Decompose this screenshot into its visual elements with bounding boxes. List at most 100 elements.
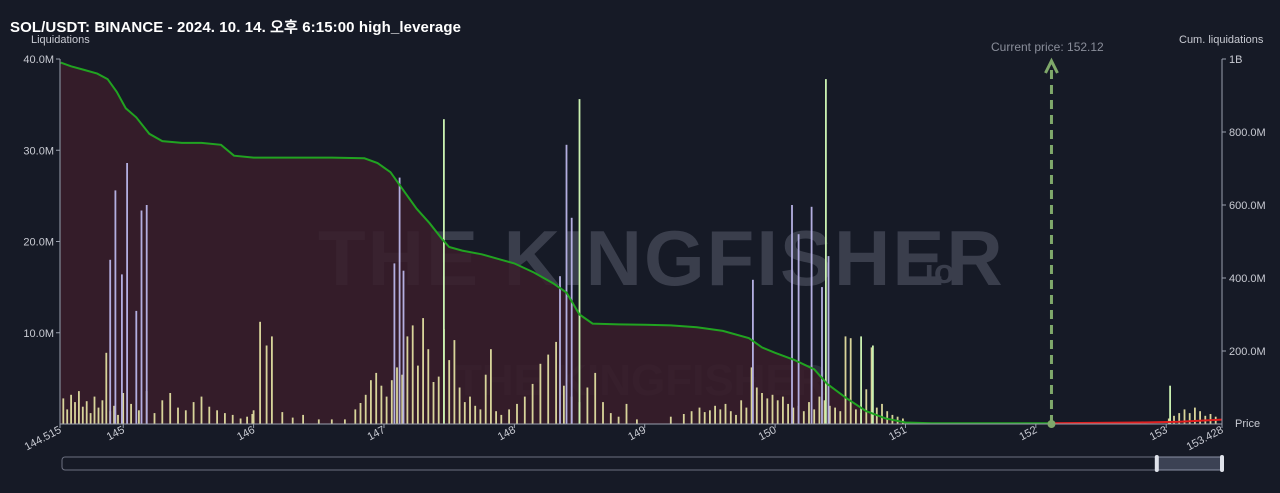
range-slider-handle-right[interactable] bbox=[1220, 455, 1224, 472]
liquidation-bar-purple bbox=[393, 263, 396, 424]
liquidation-bar-long bbox=[787, 403, 789, 424]
liquidation-bar-long bbox=[437, 376, 440, 424]
y-right-tick-label: 600.0M bbox=[1229, 200, 1266, 212]
range-slider-track[interactable] bbox=[61, 456, 1224, 471]
liquidation-bar-long bbox=[427, 349, 430, 424]
liquidation-bar-long bbox=[828, 405, 831, 425]
liquidation-bar-long bbox=[224, 413, 226, 424]
liquidation-bar-long bbox=[246, 416, 248, 424]
liquidation-bar-long bbox=[771, 394, 774, 424]
liquidation-bar-long bbox=[422, 318, 424, 424]
current-price-label: Current price: 152.12 bbox=[991, 40, 1104, 54]
liquidation-bar-long bbox=[594, 372, 597, 424]
liquidation-bar-long bbox=[818, 396, 821, 424]
liquidation-bar-purple bbox=[810, 206, 813, 424]
liquidation-bar-long bbox=[531, 383, 534, 424]
liquidation-bar-long bbox=[396, 367, 398, 424]
liquidation-bar-green bbox=[1169, 385, 1171, 424]
liquidation-bar-long bbox=[469, 396, 471, 424]
liquidation-bar-long bbox=[1188, 413, 1191, 424]
liquidation-bar-purple bbox=[791, 205, 793, 424]
liquidation-bar-long bbox=[669, 416, 672, 424]
liquidation-bar-long bbox=[808, 402, 810, 424]
liquidation-bar-long bbox=[490, 349, 492, 424]
liquidation-bar-long bbox=[153, 413, 156, 424]
liquidation-bar-long bbox=[359, 403, 362, 424]
liquidation-bar-long bbox=[516, 403, 518, 424]
liquidation-bar-long bbox=[239, 418, 242, 424]
x-tick-label: 144.515 bbox=[23, 424, 64, 453]
liquidation-bar-long bbox=[70, 394, 72, 424]
liquidation-bar-long bbox=[458, 387, 461, 424]
liquidation-bar-long bbox=[724, 403, 727, 424]
liquidation-bar-long bbox=[870, 347, 873, 424]
liquidation-bar-purple bbox=[565, 144, 568, 425]
range-slider-handle-left[interactable] bbox=[1154, 455, 1159, 472]
liquidation-bar-long bbox=[881, 403, 883, 424]
cumulative-area bbox=[60, 62, 1052, 424]
y-right-tick-label: 800.0M bbox=[1229, 127, 1266, 139]
liquidation-bar-long bbox=[625, 403, 628, 424]
y-right-axis-label: Cum. liquidations bbox=[1179, 34, 1264, 46]
liquidation-bar-long bbox=[448, 360, 451, 424]
liquidation-bar-long bbox=[755, 387, 758, 424]
liquidation-bar-long bbox=[617, 416, 620, 424]
range-slider-window[interactable] bbox=[1156, 456, 1224, 471]
liquidation-bar-long bbox=[281, 412, 284, 424]
x-axis-label: Price bbox=[1235, 418, 1260, 430]
liquidation-bar-long bbox=[122, 393, 125, 424]
liquidation-bar-purple bbox=[570, 217, 573, 424]
liquidation-bar-long bbox=[761, 393, 763, 424]
liquidation-bar-long bbox=[259, 321, 261, 424]
liquidation-bar-purple bbox=[797, 234, 800, 424]
liquidation-bar-long bbox=[101, 400, 104, 424]
liquidation-bar-long bbox=[586, 387, 589, 424]
liquidation-bar-long bbox=[251, 414, 254, 424]
plot-area: 10.0M 20.0M 30.0M 40.0M 200.0M 400.0M 600.0M 80… bbox=[23, 54, 1266, 453]
liquidation-bar-long bbox=[735, 414, 737, 424]
liquidation-bar-long bbox=[291, 417, 294, 424]
chart-title: SOL/USDT: BINANCE - 2024. 10. 14. 오후 6:1… bbox=[10, 19, 462, 36]
liquidation-bar-long bbox=[813, 409, 816, 424]
current-price-dot bbox=[1047, 420, 1056, 428]
liquidation-bar-long bbox=[317, 419, 320, 424]
liquidation-bar-long bbox=[792, 407, 795, 424]
liquidation-bar-long bbox=[1178, 413, 1181, 424]
liquidation-bar-long bbox=[200, 396, 203, 424]
liquidation-bar-long bbox=[886, 411, 889, 424]
liquidation-bar-long bbox=[105, 352, 108, 424]
liquidation-bar-long bbox=[89, 413, 92, 424]
liquidation-bar-long bbox=[375, 372, 378, 424]
y-left-axis-label: Liquidations bbox=[31, 34, 90, 46]
liquidation-bar-long bbox=[865, 389, 868, 424]
liquidation-bar-long bbox=[85, 401, 88, 424]
y-right-tick-label: 400.0M bbox=[1229, 273, 1266, 285]
liquidation-bar-long bbox=[709, 410, 711, 424]
liquidation-bar-long bbox=[93, 396, 96, 424]
liquidation-bar-long bbox=[636, 419, 638, 424]
liquidation-bar-long bbox=[719, 409, 722, 424]
liquidation-bar-long bbox=[208, 406, 211, 424]
liquidation-bar-long bbox=[698, 407, 701, 424]
liquidation-bar-long bbox=[547, 354, 550, 424]
liquidation-bar-green bbox=[825, 79, 827, 424]
liquidation-bar-long bbox=[74, 402, 76, 424]
range-slider[interactable] bbox=[61, 455, 1224, 472]
y-left-tick-label: 40.0M bbox=[23, 54, 54, 66]
liquidation-bar-long bbox=[138, 410, 140, 424]
y-right-tick-label: 200.0M bbox=[1229, 346, 1266, 358]
liquidation-bar-long bbox=[500, 414, 503, 424]
x-tick-label: 153.428 bbox=[1185, 424, 1226, 453]
liquidation-bar-long bbox=[563, 385, 565, 424]
liquidation-bar-green bbox=[860, 336, 862, 424]
liquidation-bar-long bbox=[750, 367, 753, 424]
current-price-arrow-icon bbox=[1044, 57, 1059, 74]
liquidation-bar-purple bbox=[135, 310, 138, 424]
liquidation-bar-long bbox=[390, 380, 393, 424]
liquidation-bar-long bbox=[117, 414, 119, 424]
liquidation-bar-long bbox=[844, 336, 847, 424]
liquidation-bar-long bbox=[113, 405, 115, 425]
liquidation-bar-long bbox=[411, 325, 414, 424]
liquidation-bar-long bbox=[417, 365, 419, 424]
